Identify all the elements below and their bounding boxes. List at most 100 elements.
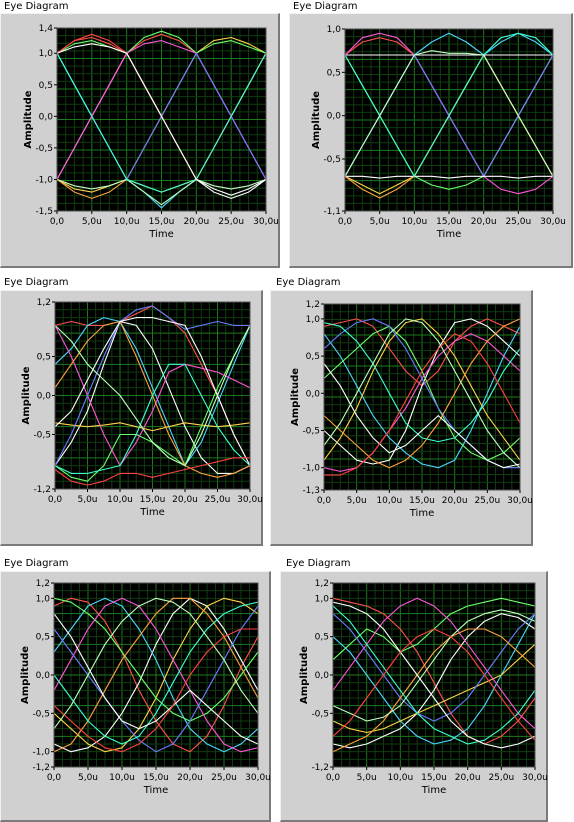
x-tick-label: 5,0u [82, 217, 102, 227]
x-tick-label: 5,0u [370, 217, 390, 227]
series-line-9 [54, 363, 251, 474]
eye-diagram-panel-5: Eye Diagram 0,0 5,0u 10,0u 15,0u 20,0u 25,0u 3… [0, 557, 272, 822]
x-tick-label: 15,0u [421, 773, 447, 783]
series-line-4 [332, 643, 536, 734]
y-tick-label: 1,0 [36, 594, 51, 604]
x-tick-label: 30,0u [540, 217, 566, 227]
series-line-10 [332, 609, 536, 722]
x-tick-label: 15,0u [436, 217, 462, 227]
y-tick-label: 0,5 [36, 633, 50, 643]
series-line-8 [332, 628, 536, 753]
y-tick-label: 0,0 [37, 392, 52, 402]
x-tick-label: 25,0u [474, 496, 500, 506]
series-line-8 [345, 175, 553, 179]
y-tick-label: -0,5 [323, 155, 341, 165]
series-line-9 [332, 605, 536, 745]
chart-title: Eye Diagram [276, 277, 341, 288]
eye-diagram-2: 0,0 5,0u 10,0u 15,0u 20,0u 25,0u 30,0u 1,0 0,5 0,… [311, 25, 566, 240]
x-axis-label: Time [143, 785, 168, 796]
eye-diagram-3: 0,0 5,0u 10,0u 15,0u 20,0u 25,0u 30,0u 1,2 0,5 0,… [21, 298, 263, 518]
traces [344, 32, 554, 199]
x-tick-label: 30,0u [507, 496, 533, 506]
y-tick-label: -0,5 [302, 426, 320, 436]
eye-diagram-panel-3: Eye Diagram 0,0 5,0u 10,0u 15,0u 20,0u 25,0u 3… [0, 276, 265, 546]
y-tick-label: 1,2 [306, 300, 320, 310]
x-tick-label: 20,0u [471, 217, 497, 227]
traces [56, 30, 267, 209]
y-tick-label: -1,1 [323, 207, 341, 217]
x-tick-label: 25,0u [505, 217, 531, 227]
x-tick-label: 25,0u [488, 773, 514, 783]
x-tick-label: 10,0u [114, 217, 140, 227]
series-line-5 [56, 30, 267, 54]
x-tick-label: 20,0u [455, 773, 481, 783]
x-tick-label: 30,0u [522, 773, 548, 783]
y-axis-label: Amplitude [20, 646, 31, 704]
series-line-2 [323, 318, 521, 465]
eye-diagram-6: 0,0 5,0u 10,0u 15,0u 20,0u 25,0u 30,0u 1,2 1,0 0,… [299, 579, 548, 796]
series-line-7 [54, 305, 250, 466]
x-tick-label: 20,0u [442, 496, 468, 506]
x-tick-label: 30,0u [245, 773, 271, 783]
y-tick-label: -0,5 [33, 430, 51, 440]
series-line-11 [332, 601, 536, 749]
x-axis-label: Time [409, 508, 434, 519]
y-tick-label: 0,0 [327, 112, 342, 122]
x-tick-label: 25,0u [218, 217, 244, 227]
x-axis-label: Time [421, 785, 446, 796]
series-line-10 [56, 178, 267, 206]
x-tick-label: 15,0u [409, 496, 435, 506]
x-axis-label: Time [148, 229, 173, 240]
grid [56, 27, 267, 212]
x-tick-label: 0,0 [338, 217, 353, 227]
x-tick-label: 0,0 [48, 495, 63, 505]
x-tick-label: 10,0u [109, 773, 135, 783]
x-tick-label: 25,0u [211, 773, 237, 783]
eye-diagram-1: 0,0 5,0u 10,0u 15,0u 20,0u 25,0u 30,0u 1,4 1,0 0,… [23, 24, 279, 240]
y-tick-label: -1,2 [32, 763, 50, 773]
y-tick-label: -1,0 [302, 464, 320, 474]
x-axis-label: Time [139, 507, 164, 518]
series-line-11 [54, 317, 251, 466]
y-tick-label: -1,0 [32, 748, 50, 758]
y-axis-label: Amplitude [311, 91, 322, 149]
x-tick-label: 10,0u [401, 217, 427, 227]
traces [323, 318, 521, 476]
x-tick-label: 30,0u [253, 217, 279, 227]
y-tick-label: -1,0 [35, 175, 53, 185]
series-line-12 [54, 457, 250, 486]
x-tick-label: 20,0u [183, 217, 209, 227]
eye-diagram-panel-6: Eye Diagram 0,0 5,0u 10,0u 15,0u 20,0u 25,0u 3… [280, 557, 550, 822]
eye-diagram-panel-4: Eye Diagram 0,0 5,0u 10,0u 15,0u 20,0u 25,0u 3… [270, 276, 535, 546]
series-line-12 [332, 628, 536, 741]
traces [53, 597, 259, 753]
series-line-3 [53, 597, 259, 753]
series-line-2 [53, 597, 259, 753]
y-tick-label: 1,2 [315, 579, 329, 589]
y-tick-label: -1,2 [33, 485, 51, 495]
x-tick-label: 0,0 [326, 773, 341, 783]
series-line-3 [54, 317, 251, 467]
y-tick-label: -1,2 [311, 763, 329, 773]
x-tick-label: 15,0u [143, 773, 169, 783]
series-line-4 [323, 318, 521, 461]
eye-diagram-panel-1: Eye Diagram 0,0 5,0u 10,0u 15,0u 20,0u 25,0u 3… [0, 0, 285, 268]
y-tick-label: 0,5 [327, 68, 341, 78]
y-axis-label: Amplitude [23, 90, 34, 148]
eye-diagram-4: 0,0 5,0u 10,0u 15,0u 20,0u 25,0u 30,0u 1,2 1,0 0,… [290, 300, 533, 519]
series-line-6 [53, 597, 259, 753]
x-tick-label: 20,0u [172, 495, 198, 505]
y-tick-label: 1,2 [37, 298, 51, 308]
series-line-10 [323, 318, 521, 469]
x-tick-label: 30,0u [237, 495, 263, 505]
series-line-5 [53, 597, 259, 722]
x-tick-label: 0,0 [317, 496, 332, 506]
series-line-12 [53, 628, 258, 753]
y-axis-label: Amplitude [21, 366, 32, 424]
x-tick-label: 20,0u [177, 773, 203, 783]
y-tick-label: -1,3 [302, 486, 320, 496]
x-tick-label: 10,0u [107, 495, 133, 505]
eye-diagram-5: 0,0 5,0u 10,0u 15,0u 20,0u 25,0u 30,0u 1,2 1,0 0,… [20, 579, 271, 796]
x-tick-label: 10,0u [376, 496, 402, 506]
series-line-9 [323, 322, 521, 443]
